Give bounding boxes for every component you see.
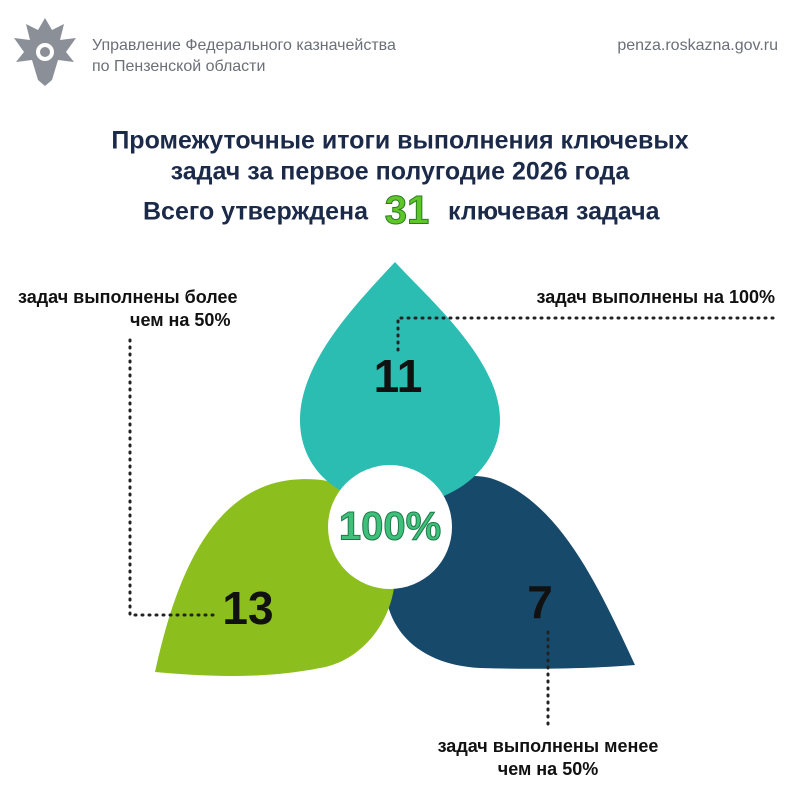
segment-petal bbox=[300, 262, 500, 505]
emblem bbox=[14, 18, 76, 86]
segment-label: задач выполнены более bbox=[18, 287, 237, 307]
total-label: Всего утверждена bbox=[143, 198, 369, 226]
segment-number: 13 bbox=[222, 582, 273, 634]
total-number: 31 bbox=[385, 189, 430, 233]
segment-label: задач выполнены менее bbox=[438, 736, 659, 756]
segment-number: 7 bbox=[527, 576, 553, 628]
center-label: 100% bbox=[339, 505, 441, 549]
website: penza.roskazna.gov.ru bbox=[617, 37, 778, 54]
segment-number: 11 bbox=[374, 350, 423, 402]
segment-label: чем на 50% bbox=[130, 310, 230, 330]
title: задач за первое полугодие 2026 года bbox=[171, 158, 631, 186]
segment-label: чем на 50% bbox=[498, 759, 598, 779]
connector bbox=[128, 338, 220, 617]
total-label: ключевая задача bbox=[448, 198, 661, 226]
org-name: Управление Федерального казначейства bbox=[92, 37, 396, 54]
center-circle bbox=[328, 465, 452, 589]
segment-label: задач выполнены на 100% bbox=[537, 287, 776, 307]
title: Промежуточные итоги выполнения ключевых bbox=[111, 127, 688, 155]
org-name: по Пензенской области bbox=[92, 58, 265, 75]
